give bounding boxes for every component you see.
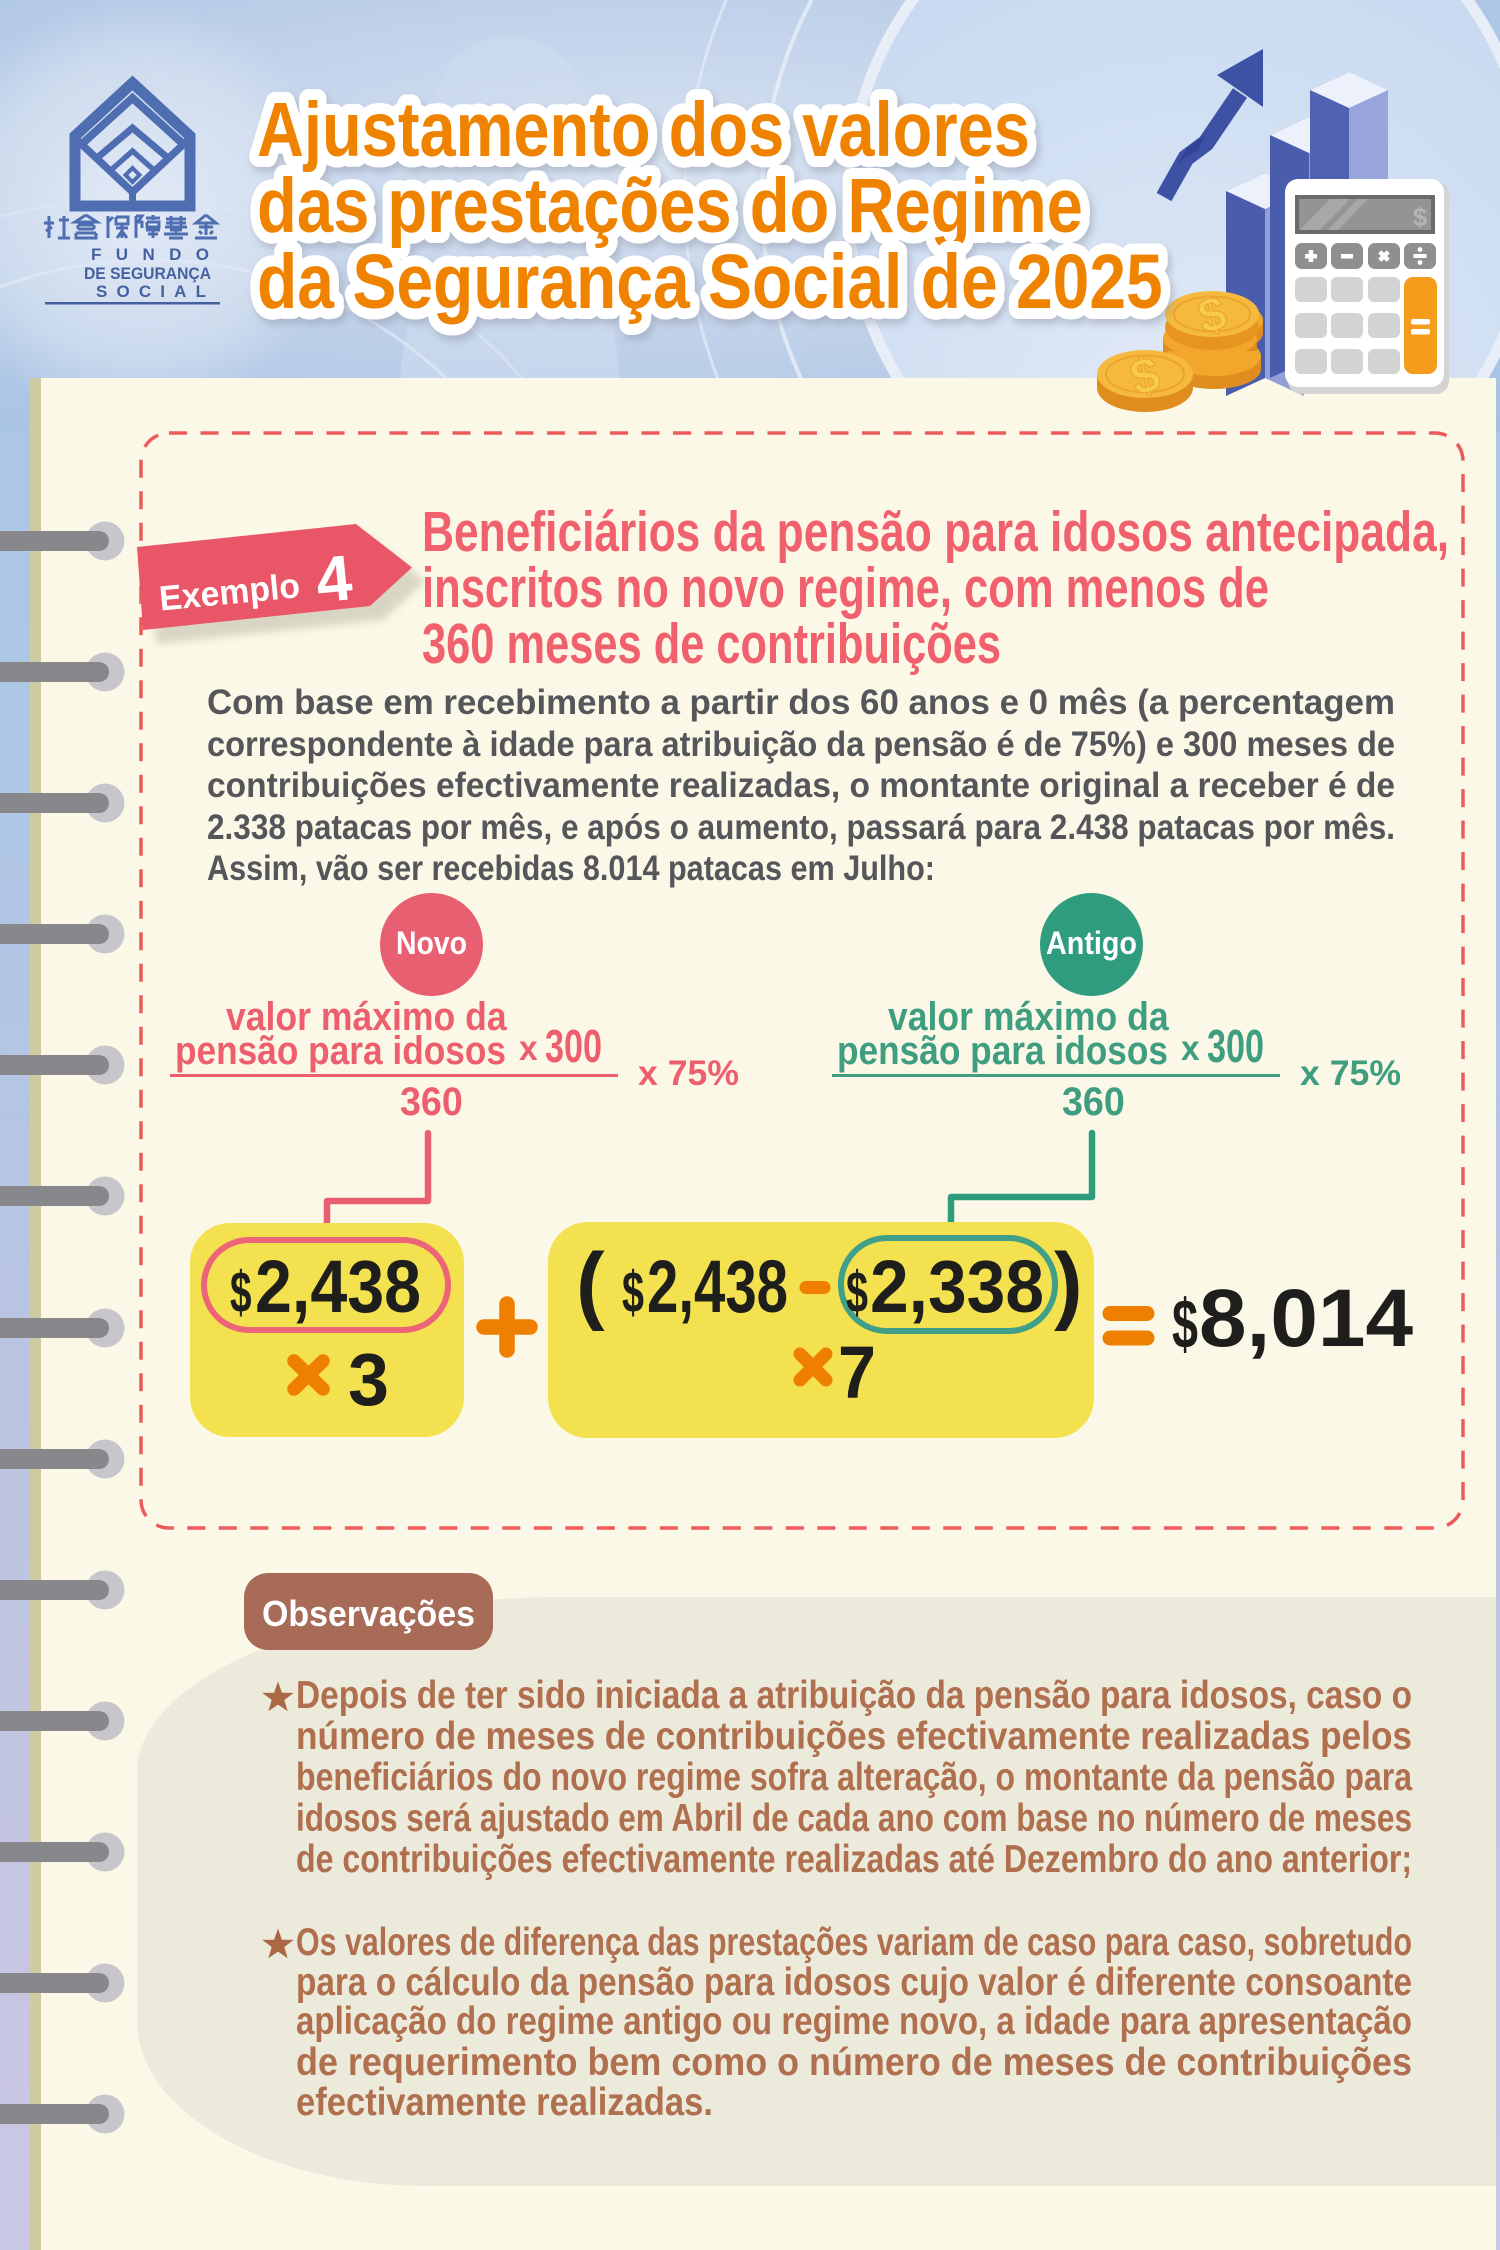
svg-text:SOCIAL: SOCIAL	[96, 282, 206, 301]
svg-text:FUNDO: FUNDO	[91, 245, 209, 264]
svg-text:das prestações do Regime: das prestações do Regime	[257, 163, 1083, 249]
svg-text:$: $	[1413, 202, 1428, 232]
svg-text:Ajustamento dos valores: Ajustamento dos valores	[257, 87, 1030, 173]
svg-text:4: 4	[313, 541, 356, 616]
svg-text:DE SEGURANÇA: DE SEGURANÇA	[84, 264, 211, 283]
svg-text:da Segurança Social de 2025: da Segurança Social de 2025	[257, 239, 1163, 325]
